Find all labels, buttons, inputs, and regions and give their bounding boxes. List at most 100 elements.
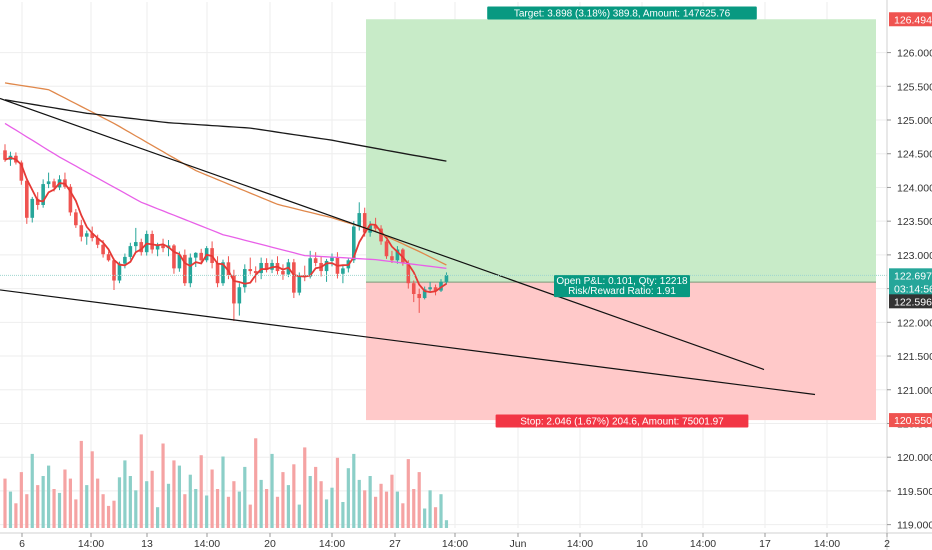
trendline-upper [0, 97, 765, 371]
volume-bar [346, 468, 350, 528]
y-tick-label: 124.000 [897, 182, 932, 194]
volume-bar [433, 507, 438, 528]
candle-body [95, 238, 100, 245]
volume-bar [177, 465, 181, 528]
candle-body [117, 263, 122, 281]
y-tick-label: 122.000 [897, 317, 932, 329]
volume-bar [314, 466, 318, 528]
volume-bar [259, 479, 263, 528]
volume-bar [36, 485, 40, 528]
x-tick-label: 14:00 [690, 538, 716, 550]
volume-bar [96, 478, 100, 528]
volume-bar [106, 505, 111, 528]
x-tick-label: Jun [510, 538, 527, 550]
candle-body [433, 287, 438, 291]
candle-body [188, 257, 193, 284]
volume-bar [194, 489, 198, 528]
volume-bar [52, 489, 56, 528]
y-tick-label: 125.500 [897, 81, 932, 93]
volume-bar [199, 455, 203, 528]
target-label-box [487, 6, 757, 20]
candle-body [52, 181, 56, 188]
candle-body [406, 262, 411, 284]
candle-body [199, 252, 203, 261]
candle-body [444, 275, 449, 282]
price-label-text: 122.697 [894, 270, 932, 282]
candle-body [41, 184, 45, 205]
y-tick-label: 119.500 [897, 486, 932, 498]
trendline-lower [0, 289, 816, 396]
volume-bar [412, 489, 416, 528]
y-tick-label: 121.500 [897, 351, 932, 363]
price-label-text: 120.550 [894, 415, 932, 427]
volume-bar [68, 478, 72, 528]
volume-bar [14, 503, 18, 528]
candle-body [324, 260, 329, 272]
price-label-box [889, 268, 932, 283]
candle-body [237, 287, 242, 304]
volume-bar [401, 503, 405, 528]
candle-body [411, 283, 416, 294]
x-tick-label: 14:00 [78, 538, 104, 550]
volume-bar [221, 456, 225, 528]
y-tick-label: 120.000 [897, 452, 932, 464]
candle-body [128, 246, 133, 257]
candle-body [35, 198, 40, 205]
candle-body [74, 212, 78, 226]
candle-body [30, 198, 35, 218]
volume-bar [374, 496, 378, 528]
candle-body [390, 256, 394, 261]
candle-body [297, 275, 302, 293]
volume-bar [8, 491, 13, 528]
volume-bar [292, 464, 296, 528]
candle-body [362, 213, 367, 233]
candlesticks [3, 144, 449, 321]
volume-bar [156, 507, 160, 528]
x-tick-label: 14:00 [567, 538, 593, 550]
candle-body [161, 245, 165, 249]
candle-body [281, 271, 285, 275]
candle-body [417, 293, 421, 299]
volume-bar [25, 494, 29, 528]
ma-longest-line [4, 99, 447, 162]
candle-body [259, 262, 263, 274]
volume-bar [439, 494, 443, 528]
candle-body [379, 228, 383, 242]
candle-body [221, 262, 225, 284]
x-tick-label: 17 [759, 538, 771, 550]
price-label-box [889, 281, 932, 296]
candle-body [112, 260, 116, 281]
candle-body [19, 162, 24, 181]
loss-zone [366, 282, 876, 421]
volume-bar [79, 440, 83, 528]
candle-body [172, 245, 176, 269]
volume-bar [444, 520, 449, 528]
volume-bar [226, 496, 231, 528]
volume-bar [417, 472, 421, 528]
x-tick-label: 14:00 [194, 538, 220, 550]
volume-bar [128, 476, 132, 528]
candle-body [232, 275, 236, 304]
volume-bar [150, 470, 154, 528]
volume-bar [101, 494, 105, 528]
target-label-text: Target: 3.898 (3.18%) 389.8, Amount: 147… [514, 9, 731, 20]
volume-bar [363, 490, 367, 528]
pnl-label-box [554, 275, 690, 298]
ma-fast-line [4, 156, 447, 294]
volume-bar [406, 459, 410, 528]
volume-bar [423, 508, 427, 528]
volume-bar [237, 491, 241, 528]
stop-label-box [495, 414, 749, 428]
volume-bar [254, 438, 258, 528]
volume-bar [117, 477, 122, 528]
candle-body [177, 254, 182, 269]
candle-body [352, 226, 356, 261]
volume-bar [172, 460, 176, 528]
volume-bar [41, 476, 45, 528]
price-label-text: 126.494 [894, 14, 932, 26]
x-tick-label: 14:00 [319, 538, 345, 550]
x-tick-label: 13 [141, 538, 153, 550]
